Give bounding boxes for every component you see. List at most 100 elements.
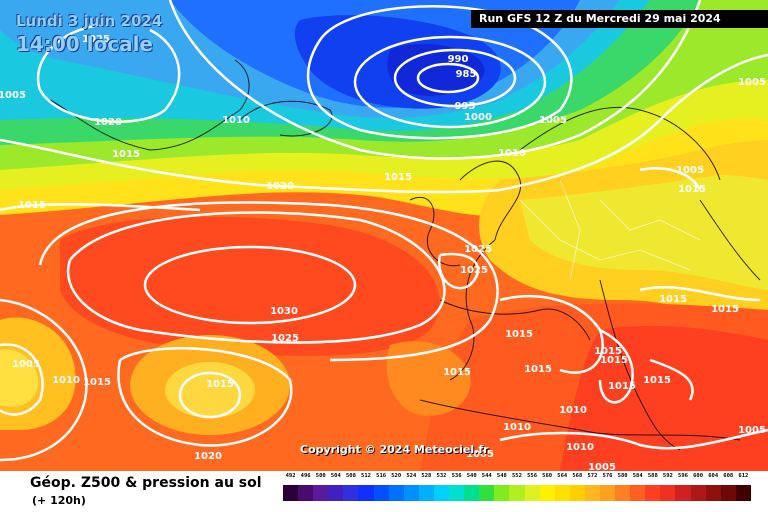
legend-swatch	[630, 485, 646, 501]
legend-labels: 492 496 500 504 508 512 516 520 524 528 532 536 540 5…	[283, 473, 751, 483]
copyright: Copyright © 2024 Meteociel.fr	[300, 443, 489, 456]
weather-map: 1025 1005 1020 1010 990 985 995 1000 100…	[0, 0, 768, 471]
legend-label: 576	[602, 473, 613, 479]
legend-swatch	[509, 485, 525, 501]
legend-label: 568	[572, 473, 583, 479]
isobar-label: 1030	[270, 306, 298, 317]
isobar-label: 1015	[206, 379, 234, 390]
isobar-label: 985	[456, 69, 477, 80]
isobar-label: 1015	[711, 304, 739, 315]
isobar-label: 1010	[559, 405, 587, 416]
legend-label: 588	[647, 473, 658, 479]
legend-swatch	[328, 485, 344, 501]
legend-swatch	[735, 485, 751, 501]
legend-label: 492	[285, 473, 296, 479]
legend-label: 556	[527, 473, 538, 479]
isobar-label: 1025	[460, 265, 488, 276]
legend-label: 524	[406, 473, 417, 479]
legend-swatch	[494, 485, 510, 501]
legend-label: 520	[391, 473, 402, 479]
isobar-label: 1010	[52, 375, 80, 386]
legend-swatch	[433, 485, 450, 501]
isobar-label: 1015	[600, 355, 628, 366]
legend-swatch	[675, 485, 691, 501]
legend-swatch	[418, 485, 434, 501]
legend-swatch	[660, 485, 676, 501]
isobar-label: 1015	[83, 377, 111, 388]
isobar-label: 1015	[643, 375, 671, 386]
isobar-label: 1015	[443, 367, 471, 378]
legend-swatch	[358, 485, 374, 501]
legend-label: 544	[481, 473, 492, 479]
legend-swatch	[539, 485, 555, 501]
legend-swatch	[388, 485, 404, 501]
legend-label: 560	[542, 473, 553, 479]
legend-colors	[283, 485, 751, 501]
legend-swatch	[313, 485, 329, 501]
isobar-label: 1005	[539, 115, 567, 126]
isobar-label: 1015	[608, 381, 636, 392]
isobar-label: 1015	[659, 294, 687, 305]
legend-label: 500	[315, 473, 326, 479]
legend-swatch	[464, 485, 480, 501]
legend-label: 608	[723, 473, 734, 479]
isobar-label: 1025	[82, 34, 110, 45]
legend-swatch	[690, 485, 706, 501]
legend-swatch	[479, 485, 495, 501]
isobar-label: 1025	[271, 333, 299, 344]
legend-swatch	[298, 485, 314, 501]
legend-label: 540	[466, 473, 477, 479]
isobar-label: 1000	[464, 112, 492, 123]
legend-swatch	[705, 485, 721, 501]
legend-label: 536	[451, 473, 462, 479]
legend-label: 564	[557, 473, 568, 479]
isobar-label: 1015	[384, 172, 412, 183]
legend-label: 600	[693, 473, 704, 479]
isobar-label: 1005	[12, 359, 40, 370]
legend-label: 584	[632, 473, 643, 479]
legend-swatch	[343, 485, 359, 501]
legend-swatch	[554, 485, 570, 501]
legend-label: 528	[421, 473, 432, 479]
legend-label: 552	[511, 473, 522, 479]
isobar-label: 1010	[498, 148, 526, 159]
legend-label: 580	[617, 473, 628, 479]
legend-swatch	[283, 485, 299, 501]
isobar-label: 1005	[588, 462, 616, 471]
legend-swatch	[449, 485, 465, 501]
legend-swatch	[569, 485, 585, 501]
isobar-label: 1015	[524, 364, 552, 375]
isobar-label: 1010	[503, 422, 531, 433]
legend-label: 572	[587, 473, 598, 479]
isobar-label: 1005	[738, 77, 766, 88]
legend-swatch	[373, 485, 389, 501]
isobar-label: 1020	[194, 451, 222, 462]
legend-label: 532	[436, 473, 447, 479]
isobar-label: 990	[448, 54, 469, 65]
isobar-label: 1015	[678, 184, 706, 195]
legend-label: 496	[300, 473, 311, 479]
legend-label: 504	[330, 473, 341, 479]
legend-label: 612	[738, 473, 749, 479]
isobar-label: 1020	[266, 181, 294, 192]
legend-swatch	[524, 485, 540, 501]
legend-label: 596	[678, 473, 688, 479]
footer: Géop. Z500 & pression au sol (+ 120h) 49…	[0, 471, 768, 512]
legend-label: 592	[662, 473, 673, 479]
legend-swatch	[403, 485, 419, 501]
forecast-range: (+ 120h)	[32, 494, 86, 507]
legend-label: 548	[496, 473, 507, 479]
geopotential-field: 1025 1005 1020 1010 990 985 995 1000 100…	[0, 0, 768, 471]
legend-swatch	[720, 485, 736, 501]
isobar-label: 1015	[18, 200, 46, 211]
isobar-label: 1020	[94, 117, 122, 128]
isobar-labels: 1025 1005 1020 1010 990 985 995 1000 100…	[0, 34, 766, 471]
isobar-label: 1025	[464, 244, 492, 255]
legend-swatch	[584, 485, 600, 501]
forecast-time: 14:00 locale	[16, 32, 153, 56]
run-info: Run GFS 12 Z du Mercredi 29 mai 2024	[471, 10, 768, 28]
isobar-label: 1005	[0, 90, 26, 101]
legend-label: 516	[376, 473, 387, 479]
isobar-label: 995	[455, 101, 476, 112]
isobar-label: 1015	[112, 149, 140, 160]
